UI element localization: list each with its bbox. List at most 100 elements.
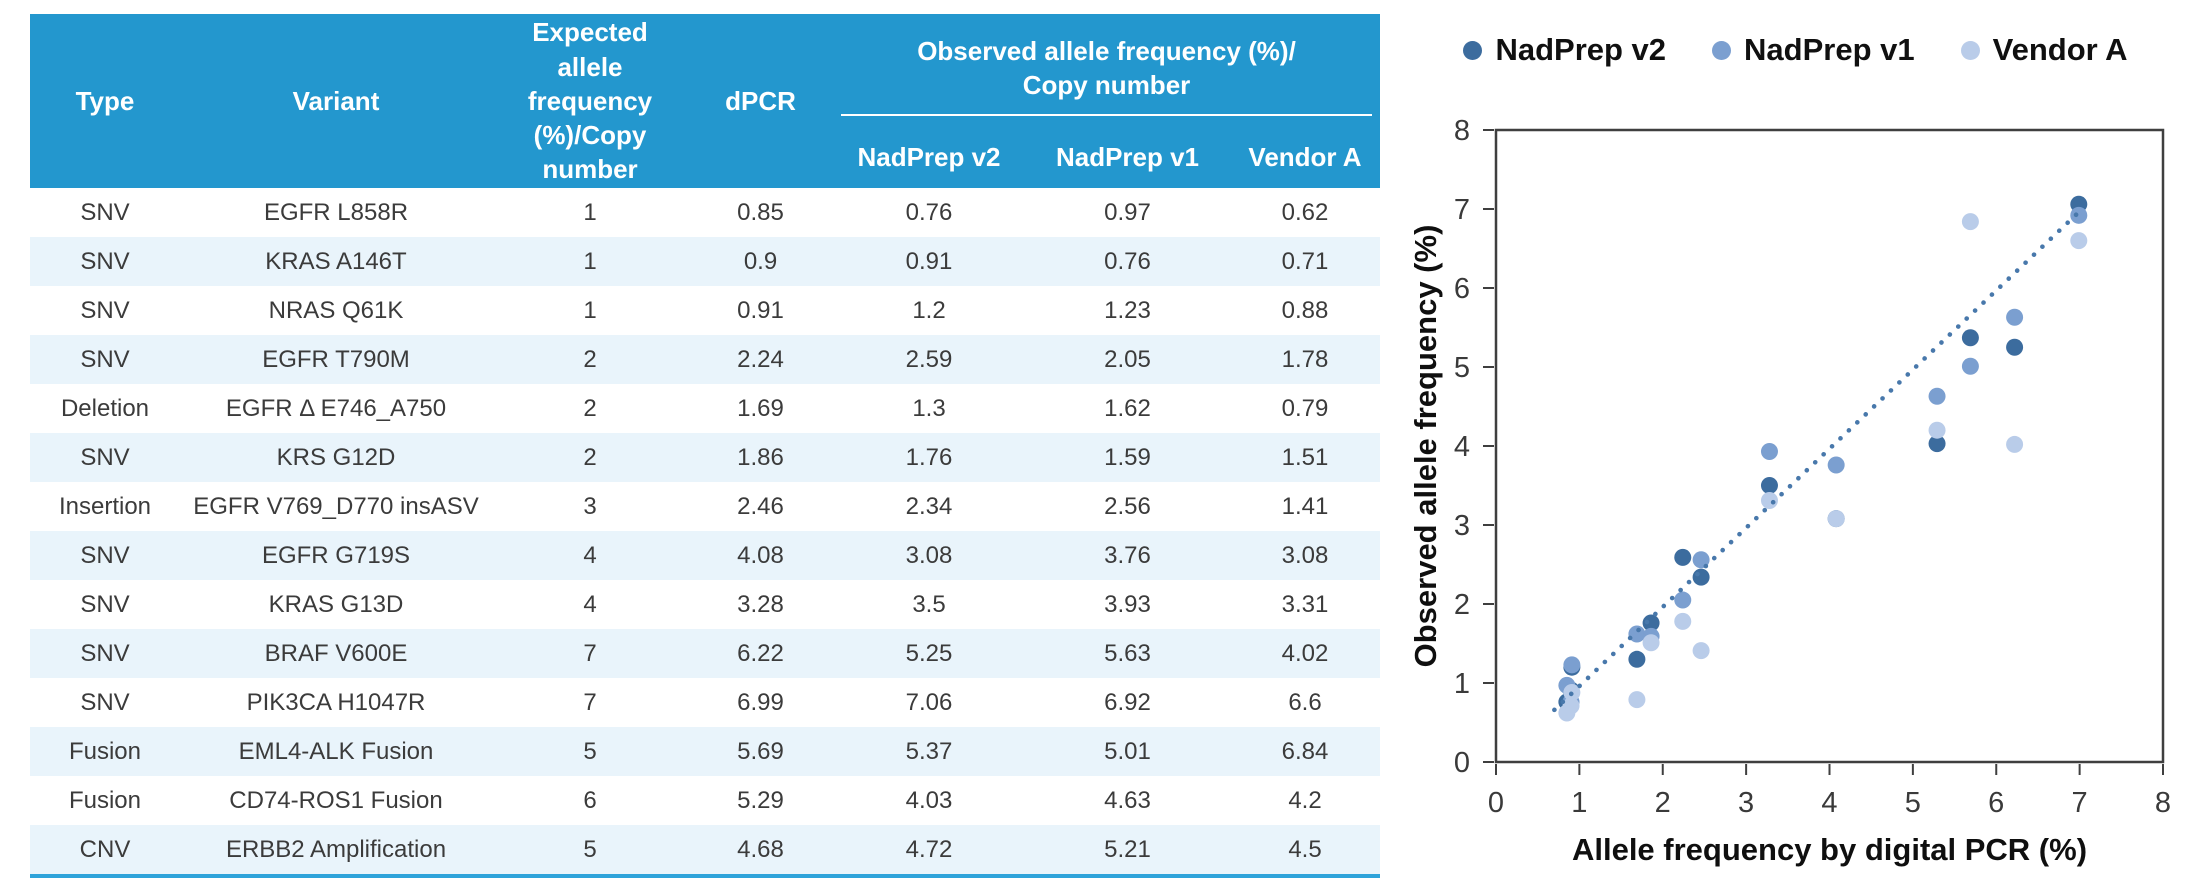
table-body: SNV EGFR L858R 1 0.85 0.76 0.97 0.62 SNV… [30,188,1380,876]
legend-label: NadPrep v2 [1495,32,1667,67]
data-point-vendor-a [2006,435,2024,453]
legend-marker-icon [1960,40,1980,60]
cell-dpcr: 3.28 [688,580,833,629]
cell-nadprep-v1: 3.93 [1025,580,1230,629]
cell-nadprep-v1: 5.63 [1025,629,1230,678]
cell-vendor-a: 6.84 [1230,727,1380,776]
cell-vendor-a: 1.51 [1230,433,1380,482]
data-point-nadprep-v1 [1674,591,1692,609]
x-tick-label: 7 [2072,787,2088,819]
table-row: SNV KRS G12D 2 1.86 1.76 1.59 1.51 [30,433,1380,482]
cell-variant: BRAF V600E [180,629,492,678]
cell-nadprep-v1: 2.05 [1025,335,1230,384]
cell-vendor-a: 4.5 [1230,825,1380,876]
cell-type: SNV [30,678,180,727]
x-tick-label: 0 [1488,787,1504,819]
data-point-nadprep-v1 [1827,456,1845,474]
data-point-nadprep-v2 [1642,614,1660,632]
scatter-chart: 0 1 2 3 4 5 6 7 8 0 1 2 3 4 5 6 7 8 Allele frequency by di… [1408,115,2171,867]
data-point-nadprep-v1 [1760,443,1778,461]
data-point-vendor-a [1827,510,1845,528]
data-point-nadprep-v1 [1563,656,1581,674]
y-tick-label: 1 [1454,668,1470,700]
cell-type: SNV [30,188,180,237]
cell-variant: PIK3CA H1047R [180,678,492,727]
cell-expected: 1 [492,237,688,286]
data-point-nadprep-v2 [1692,568,1710,586]
cell-dpcr: 6.22 [688,629,833,678]
plot-frame [1494,128,2165,764]
cell-nadprep-v1: 1.23 [1025,286,1230,335]
y-tick-label: 3 [1454,510,1470,542]
table-row: SNV KRAS A146T 1 0.9 0.91 0.76 0.71 [30,237,1380,286]
cell-nadprep-v2: 5.37 [833,727,1025,776]
data-point-vendor-a [1562,697,1580,715]
legend-item-nadprep-v1: NadPrep v1 [1712,32,1915,68]
observed-group-label: Observed allele frequency (%)/ Copy numb… [841,24,1372,117]
cell-vendor-a: 6.6 [1230,678,1380,727]
cell-vendor-a: 1.41 [1230,482,1380,531]
cell-type: SNV [30,237,180,286]
cell-variant: CD74-ROS1 Fusion [180,776,492,825]
table-row: SNV PIK3CA H1047R 7 6.99 7.06 6.92 6.6 [30,678,1380,727]
cell-nadprep-v1: 6.92 [1025,678,1230,727]
cell-vendor-a: 0.62 [1230,188,1380,237]
cell-vendor-a: 4.2 [1230,776,1380,825]
data-point-vendor-a [1628,691,1646,709]
cell-nadprep-v2: 1.3 [833,384,1025,433]
y-tick-label: 2 [1454,589,1470,621]
cell-dpcr: 2.46 [688,482,833,531]
cell-type: SNV [30,335,180,384]
legend-marker-icon [1463,40,1483,60]
cell-nadprep-v1: 2.56 [1025,482,1230,531]
legend-item-vendor-a: Vendor A [1960,32,2128,68]
cell-nadprep-v2: 0.76 [833,188,1025,237]
cell-dpcr: 4.08 [688,531,833,580]
cell-expected: 4 [492,531,688,580]
cell-nadprep-v1: 0.97 [1025,188,1230,237]
cell-dpcr: 0.9 [688,237,833,286]
cell-expected: 1 [492,188,688,237]
x-tick-label: 1 [1571,787,1587,819]
cell-dpcr: 4.68 [688,825,833,876]
cell-nadprep-v1: 4.63 [1025,776,1230,825]
cell-nadprep-v2: 4.72 [833,825,1025,876]
data-point-vendor-a [1760,492,1778,510]
cell-variant: KRAS A146T [180,237,492,286]
cell-variant: EML4-ALK Fusion [180,727,492,776]
cell-expected: 6 [492,776,688,825]
variant-table-panel: Type Variant Expected allele frequency (… [30,14,1380,878]
cell-expected: 5 [492,727,688,776]
col-header-type: Type [30,14,180,188]
cell-variant: KRS G12D [180,433,492,482]
table-row: SNV NRAS Q61K 1 0.91 1.2 1.23 0.88 [30,286,1380,335]
cell-variant: EGFR T790M [180,335,492,384]
y-tick-label: 0 [1454,747,1470,779]
x-tick-label: 6 [1988,787,2004,819]
cell-expected: 5 [492,825,688,876]
cell-type: SNV [30,629,180,678]
table-header: Type Variant Expected allele frequency (… [30,14,1380,188]
cell-variant: KRAS G13D [180,580,492,629]
y-tick-label: 4 [1454,431,1470,463]
x-tick-label: 4 [1821,787,1837,819]
cell-dpcr: 6.99 [688,678,833,727]
col-header-observed-group: Observed allele frequency (%)/ Copy numb… [833,14,1380,126]
y-tick-label: 6 [1454,273,1470,305]
cell-type: SNV [30,286,180,335]
observed-group-line2: Copy number [1022,70,1191,100]
col-header-vendor-a: Vendor A [1230,126,1380,188]
data-point-vendor-a [1674,612,1692,630]
data-point-nadprep-v2 [1628,650,1646,668]
cell-variant: NRAS Q61K [180,286,492,335]
legend-label: NadPrep v1 [1744,32,1915,67]
cell-expected: 2 [492,433,688,482]
table-row: Fusion EML4-ALK Fusion 5 5.69 5.37 5.01 … [30,727,1380,776]
table-row: Deletion EGFR Δ E746_A750 2 1.69 1.3 1.6… [30,384,1380,433]
cell-nadprep-v1: 1.62 [1025,384,1230,433]
scatter-chart-panel: NadPrep v2 NadPrep v1 Vendor A 0 1 2 3 4 5 6 7 8 0 1… [1400,0,2191,895]
y-axis-title: Observed allele frequency (%) [1408,225,1443,668]
data-point-nadprep-v2 [1760,477,1778,494]
cell-type: SNV [30,433,180,482]
y-tick-label: 8 [1454,115,1470,147]
